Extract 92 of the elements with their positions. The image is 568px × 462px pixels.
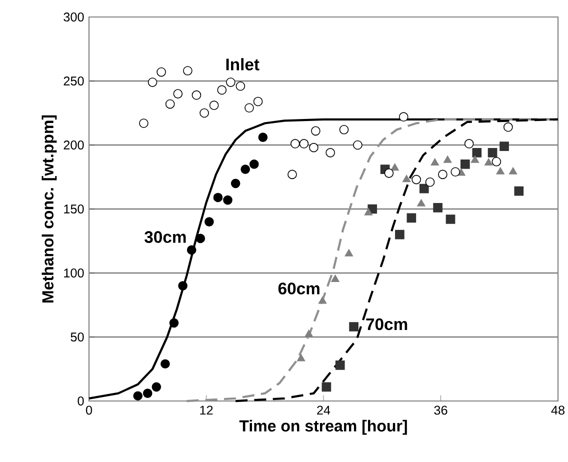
x-tick-label: 12 xyxy=(200,406,213,415)
point xyxy=(169,318,179,328)
point xyxy=(438,170,448,180)
point xyxy=(249,160,259,169)
annotation: 70cm xyxy=(366,318,408,330)
point xyxy=(398,112,408,122)
x-tick-label: 24 xyxy=(317,406,330,415)
point xyxy=(492,156,502,166)
y-tick-label: 250 xyxy=(64,76,84,86)
point xyxy=(213,192,223,202)
point xyxy=(230,178,240,188)
point xyxy=(217,85,227,95)
point xyxy=(290,139,300,148)
point xyxy=(484,158,493,166)
point xyxy=(139,118,148,128)
annotation: 30cm xyxy=(144,231,186,243)
point xyxy=(402,174,411,182)
point xyxy=(209,100,219,110)
point xyxy=(183,66,192,76)
point xyxy=(178,281,188,290)
point xyxy=(152,382,162,392)
point xyxy=(335,360,345,370)
point xyxy=(417,199,426,206)
point xyxy=(464,139,474,148)
point xyxy=(311,126,320,136)
point xyxy=(142,388,152,398)
point xyxy=(156,67,166,77)
x-tick-label: 0 xyxy=(86,406,92,415)
point xyxy=(148,78,158,87)
point xyxy=(349,322,358,332)
point xyxy=(446,214,456,224)
point xyxy=(508,167,518,174)
point xyxy=(304,330,313,337)
point xyxy=(244,103,254,113)
point xyxy=(165,99,175,109)
point xyxy=(192,90,202,100)
point xyxy=(433,203,442,212)
point xyxy=(204,217,214,226)
point xyxy=(500,142,509,151)
point xyxy=(470,156,480,163)
point xyxy=(258,132,268,142)
point xyxy=(173,89,183,98)
point xyxy=(395,230,404,240)
point xyxy=(419,184,429,194)
point xyxy=(253,96,263,106)
y-tick-label: 0 xyxy=(78,396,84,406)
y-tick-label: 300 xyxy=(64,12,84,22)
point xyxy=(196,234,206,244)
point xyxy=(236,81,246,91)
point xyxy=(353,140,362,150)
point xyxy=(460,160,470,169)
point xyxy=(318,296,327,304)
y-tick-label: 200 xyxy=(64,140,84,150)
point xyxy=(322,382,332,392)
point xyxy=(443,156,452,163)
point xyxy=(223,195,232,205)
point xyxy=(226,78,236,87)
point xyxy=(344,249,353,256)
point xyxy=(430,158,439,166)
point xyxy=(384,168,394,178)
point xyxy=(339,124,349,134)
point xyxy=(425,177,435,187)
point xyxy=(472,148,482,158)
point xyxy=(504,122,513,132)
point xyxy=(160,359,170,369)
y-axis-title: Methanol conc. [wt.ppm] xyxy=(42,115,57,302)
point xyxy=(296,354,306,362)
x-tick-label: 48 xyxy=(551,406,564,415)
point xyxy=(299,139,309,148)
point xyxy=(288,170,297,180)
annotation: Inlet xyxy=(226,58,260,70)
x-axis-title: Time on stream [hour] xyxy=(239,420,407,435)
point xyxy=(240,164,250,174)
point xyxy=(186,245,196,255)
point xyxy=(514,186,524,196)
y-tick-label: 100 xyxy=(64,268,84,278)
point xyxy=(326,148,336,158)
point xyxy=(390,163,399,171)
point xyxy=(406,213,416,223)
point xyxy=(331,274,340,282)
annotation: 60cm xyxy=(278,282,320,294)
point xyxy=(488,148,498,158)
point xyxy=(496,167,504,174)
point xyxy=(133,391,143,401)
y-tick-label: 150 xyxy=(64,204,84,214)
y-tick-label: 50 xyxy=(70,332,84,342)
point xyxy=(450,167,460,177)
point xyxy=(200,108,209,118)
x-tick-label: 36 xyxy=(434,406,448,415)
point xyxy=(364,208,373,216)
point xyxy=(412,174,421,184)
point xyxy=(309,142,318,152)
